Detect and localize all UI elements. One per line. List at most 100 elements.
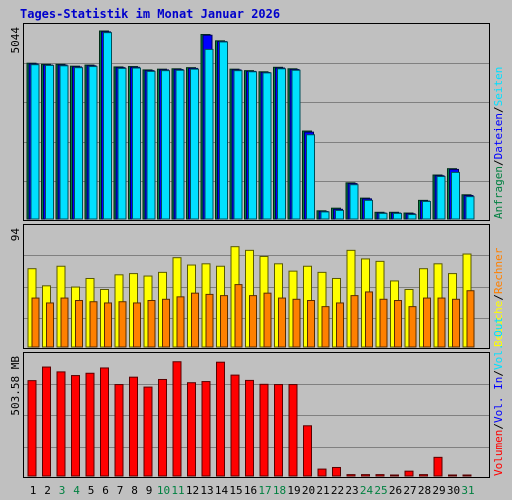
bar-rechner-day-14 <box>220 295 228 348</box>
x-tick-label-day-28: 28 <box>418 484 431 497</box>
bar-rechner-day-15 <box>234 284 243 348</box>
x-tick-label-day-15: 15 <box>229 484 242 497</box>
bar-seiten-day-27 <box>407 214 417 220</box>
bar-volumen-day-27 <box>404 470 414 477</box>
x-tick-label-day-14: 14 <box>215 484 229 497</box>
bar-seiten-day-7 <box>117 67 127 220</box>
legend-besuche: Besuche <box>492 301 505 347</box>
bar-volumen-day-5 <box>85 372 95 477</box>
bar-volumen-day-24 <box>361 474 370 477</box>
x-tick-label-day-25: 25 <box>374 484 387 497</box>
x-tick-label-day-5: 5 <box>88 484 95 497</box>
legend-rechner: Rechner <box>492 247 505 294</box>
bar-seiten-day-25 <box>378 212 388 220</box>
x-tick-label-day-13: 13 <box>200 484 213 497</box>
bar-volumen-day-6 <box>100 367 109 477</box>
bar-volumen-day-18 <box>274 384 283 477</box>
bar-volumen-day-25 <box>375 474 385 477</box>
bar-volumen-day-30 <box>448 474 457 477</box>
bar-rechner-day-22 <box>336 302 344 348</box>
bar-seiten-day-26 <box>393 212 402 220</box>
x-tick-label-day-20: 20 <box>302 484 315 497</box>
bar-seiten-day-4 <box>74 67 83 220</box>
x-tick-label-day-29: 29 <box>432 484 445 497</box>
bar-rechner-day-13 <box>205 293 214 348</box>
panel-volume-legend: Volumen/Vol. In/Vol. Out <box>492 317 505 476</box>
bar-volumen-day-22 <box>332 466 341 477</box>
bar-rechner-day-27 <box>408 306 417 348</box>
bar-seiten-day-30 <box>451 171 460 220</box>
bar-rechner-day-16 <box>249 295 257 348</box>
bar-rechner-day-3 <box>60 297 69 348</box>
bar-seiten-day-9 <box>146 70 156 220</box>
bar-rechner-day-25 <box>379 298 388 348</box>
bar-rechner-day-8 <box>133 302 141 348</box>
bar-rechner-day-9 <box>147 300 156 348</box>
bar-rechner-day-30 <box>452 298 460 348</box>
bar-seiten-day-6 <box>103 32 112 220</box>
legend-separator: / <box>492 423 505 430</box>
bar-volumen-day-16 <box>245 379 254 477</box>
bar-seiten-day-21 <box>320 211 330 220</box>
bar-rechner-day-11 <box>176 296 185 348</box>
x-tick-label-day-30: 30 <box>447 484 460 497</box>
bar-seiten-day-2 <box>45 64 54 220</box>
bar-volumen-day-1 <box>27 380 37 477</box>
x-tick-label-day-21: 21 <box>316 484 329 497</box>
panel-volume-ymax-label: 503.58 MB <box>9 356 22 416</box>
bar-rechner-day-20 <box>307 300 315 348</box>
bar-rechner-day-4 <box>75 300 83 348</box>
bar-volumen-day-2 <box>42 366 51 477</box>
x-tick-label-day-16: 16 <box>244 484 257 497</box>
bar-seiten-day-20 <box>306 134 315 220</box>
bar-seiten-day-13 <box>204 48 214 220</box>
bar-rechner-day-23 <box>350 295 359 348</box>
bar-volumen-day-8 <box>129 376 138 477</box>
bar-rechner-day-17 <box>263 292 272 348</box>
x-tick-label-day-24: 24 <box>360 484 374 497</box>
x-tick-label-day-8: 8 <box>131 484 138 497</box>
x-tick-label-day-31: 31 <box>461 484 474 497</box>
panel-visits-legend: Besuche/Rechner <box>492 247 505 347</box>
x-tick-label-day-7: 7 <box>117 484 124 497</box>
bar-seiten-day-11 <box>175 69 185 220</box>
bar-seiten-day-16 <box>248 71 257 220</box>
bar-volumen-day-13 <box>201 381 211 477</box>
legend-separator: / <box>492 159 505 166</box>
bar-volumen-day-31 <box>462 474 472 477</box>
x-tick-label-day-17: 17 <box>258 484 271 497</box>
bar-seiten-day-5 <box>88 66 98 220</box>
x-tick-label-day-2: 2 <box>44 484 51 497</box>
legend-separator: / <box>492 106 505 113</box>
legend-seiten: Seiten <box>492 67 505 107</box>
bar-rechner-day-5 <box>89 301 98 348</box>
x-tick-label-day-1: 1 <box>30 484 37 497</box>
legend-vol-in: Vol. In <box>492 377 505 423</box>
bar-seiten-day-22 <box>335 209 344 220</box>
bar-volumen-day-21 <box>317 468 327 477</box>
bar-volumen-day-3 <box>56 371 66 477</box>
bar-rechner-day-18 <box>278 297 286 348</box>
bar-rechner-day-19 <box>292 298 301 348</box>
bar-volumen-day-28 <box>419 474 428 477</box>
bar-seiten-day-18 <box>277 68 286 220</box>
bar-volumen-day-11 <box>172 361 182 477</box>
bar-seiten-day-15 <box>233 70 243 220</box>
bar-volumen-day-23 <box>346 474 356 477</box>
panel-volume-frame <box>23 352 490 478</box>
bar-volumen-day-29 <box>433 456 443 477</box>
bar-rechner-day-12 <box>191 292 199 348</box>
bar-seiten-day-19 <box>291 69 301 220</box>
bar-volumen-day-14 <box>216 361 225 477</box>
bar-volumen-day-7 <box>114 384 124 477</box>
bar-seiten-day-31 <box>465 196 475 220</box>
legend-dateien: Dateien <box>492 113 505 159</box>
x-tick-label-day-18: 18 <box>273 484 286 497</box>
x-tick-label-day-11: 11 <box>171 484 184 497</box>
bar-seiten-day-17 <box>262 72 272 220</box>
bar-rechner-day-31 <box>466 290 475 348</box>
bar-volumen-day-20 <box>303 425 312 477</box>
bar-volumen-day-10 <box>158 378 167 477</box>
panel-visits-ymax-label: 94 <box>9 228 22 242</box>
